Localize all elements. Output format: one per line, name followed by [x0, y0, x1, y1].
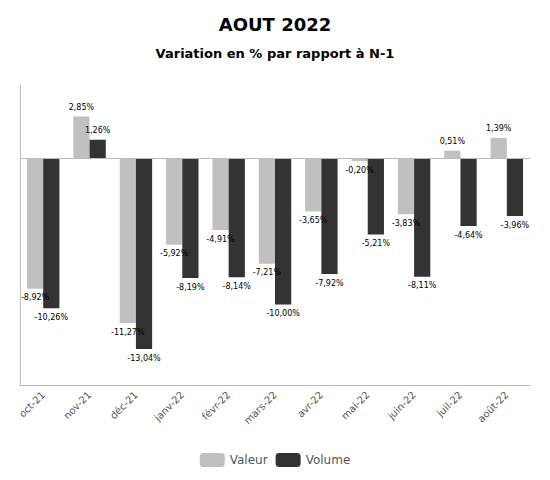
svg-text:-8,19%: -8,19%: [176, 283, 205, 292]
svg-text:mars-22: mars-22: [242, 389, 279, 426]
svg-text:-10,00%: -10,00%: [266, 309, 300, 318]
svg-text:-3,96%: -3,96%: [501, 221, 530, 230]
svg-text:0,51%: 0,51%: [440, 137, 466, 146]
svg-text:-10,26%: -10,26%: [35, 313, 69, 322]
svg-text:-8,92%: -8,92%: [21, 293, 50, 302]
svg-text:1,26%: 1,26%: [85, 126, 111, 135]
svg-text:-0,20%: -0,20%: [345, 166, 374, 175]
svg-text:mai-22: mai-22: [339, 389, 371, 421]
svg-text:1,39%: 1,39%: [486, 124, 512, 133]
svg-text:août-22: août-22: [476, 389, 511, 424]
svg-text:2,85%: 2,85%: [69, 103, 95, 112]
svg-text:janv-22: janv-22: [151, 389, 186, 424]
svg-text:-8,14%: -8,14%: [223, 282, 252, 291]
svg-text:-4,91%: -4,91%: [206, 235, 235, 244]
svg-text:Volume: Volume: [306, 453, 351, 467]
svg-text:-7,21%: -7,21%: [253, 268, 282, 277]
svg-text:-8,11%: -8,11%: [408, 281, 437, 290]
svg-text:-5,21%: -5,21%: [362, 239, 391, 248]
svg-text:avr-22: avr-22: [295, 389, 325, 419]
svg-text:déc-21: déc-21: [108, 389, 140, 421]
svg-text:Valeur: Valeur: [230, 453, 268, 467]
svg-text:AOUT 2022: AOUT 2022: [219, 14, 332, 35]
svg-text:-11,27%: -11,27%: [111, 328, 145, 337]
svg-text:oct-21: oct-21: [17, 389, 47, 419]
svg-text:juin-22: juin-22: [385, 389, 418, 422]
svg-text:juil-22: juil-22: [434, 389, 464, 419]
svg-text:-7,92%: -7,92%: [315, 279, 344, 288]
svg-text:févr-22: févr-22: [200, 389, 233, 422]
svg-text:-3,83%: -3,83%: [392, 219, 421, 228]
svg-text:Variation en % par rapport à N: Variation en % par rapport à N-1: [156, 46, 395, 61]
svg-text:-13,04%: -13,04%: [127, 354, 161, 363]
svg-text:-4,64%: -4,64%: [454, 231, 483, 240]
svg-text:-5,92%: -5,92%: [160, 249, 189, 258]
svg-text:-3,65%: -3,65%: [299, 216, 328, 225]
svg-text:nov-21: nov-21: [61, 389, 93, 421]
